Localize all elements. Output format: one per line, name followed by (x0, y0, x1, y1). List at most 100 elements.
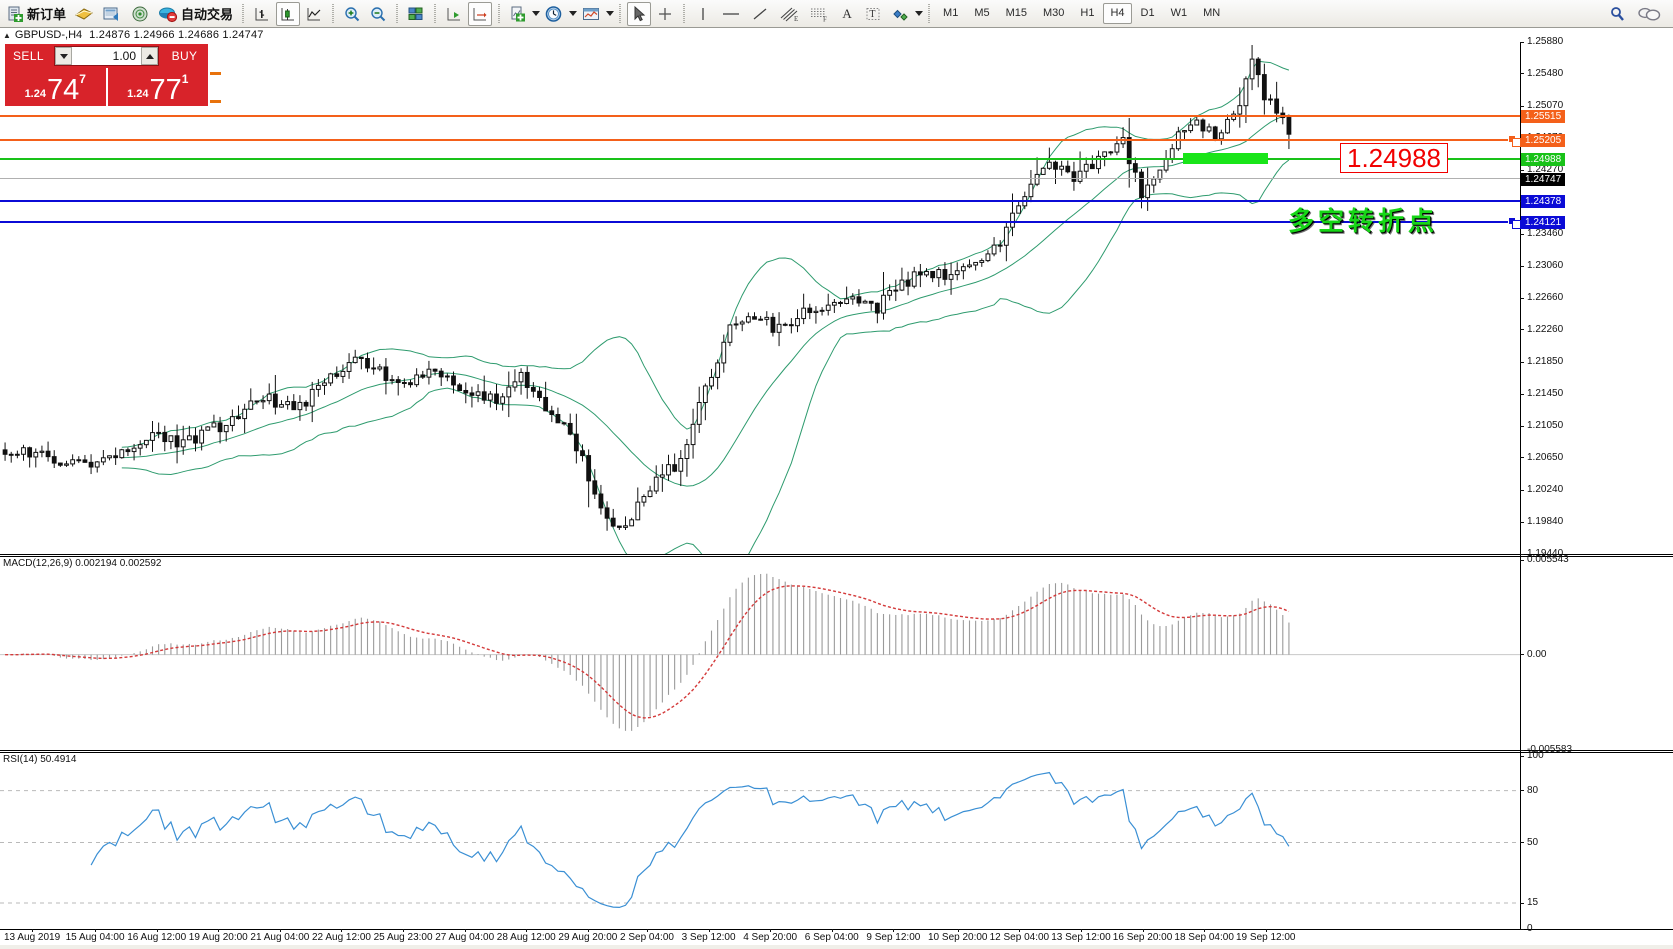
price-annotation-box[interactable]: 1.24988 (1340, 143, 1448, 173)
period-icon[interactable] (541, 2, 567, 26)
timeframe-m5[interactable]: M5 (974, 7, 990, 19)
indicators-dropdown-icon[interactable] (605, 4, 614, 24)
resistance-line-1[interactable] (0, 115, 1521, 117)
price-tick: 1.20650 (1520, 452, 1563, 463)
macd-pane-canvas[interactable] (0, 560, 1673, 750)
one-click-trading-panel[interactable]: SELL 1.00 BUY 1.24 74 7 (5, 44, 221, 106)
macd-tick: 0.005543 (1520, 554, 1569, 565)
buy-price-main: 77 (149, 74, 182, 106)
support-line-1[interactable] (0, 200, 1521, 202)
vertical-line-icon[interactable] (691, 2, 715, 26)
price-level-value: 1.25515 (1525, 111, 1562, 122)
data-window-icon[interactable] (99, 2, 125, 26)
indicators-icon[interactable] (578, 2, 604, 26)
buy-button[interactable]: BUY (161, 44, 208, 68)
price-level-label-support[interactable]: 1.24378 (1521, 195, 1566, 208)
toolbar-separator (617, 3, 624, 24)
zoom-out-icon[interactable] (366, 2, 390, 26)
time-tick: 22 Aug 12:00 (312, 929, 371, 943)
text-label-icon[interactable]: T (861, 2, 885, 26)
time-tick: 3 Sep 12:00 (682, 929, 736, 943)
search-icon[interactable] (1605, 2, 1631, 26)
new-chart-icon[interactable] (506, 2, 530, 26)
timeframe-w1[interactable]: W1 (1170, 7, 1188, 19)
price-pane[interactable] (0, 42, 1673, 554)
price-level-label-resistance[interactable]: 1.25205 (1511, 134, 1566, 147)
objects-dropdown-icon[interactable] (914, 4, 923, 24)
bollinger-band-lower (121, 159, 1290, 554)
price-axis[interactable]: 1.258801.254801.250701.246701.242701.238… (1511, 36, 1673, 934)
timeframe-h4[interactable]: H4 (1103, 3, 1132, 24)
trade-panel-top-row: SELL 1.00 BUY (5, 44, 208, 68)
crosshair-icon[interactable] (653, 2, 677, 26)
rsi-pane-canvas[interactable] (0, 756, 1673, 929)
timeframe-m30[interactable]: M30 (1043, 7, 1065, 19)
collapse-triangle-icon[interactable]: ▲ (3, 30, 11, 40)
price-pane-canvas[interactable] (0, 42, 1673, 554)
time-axis[interactable]: 13 Aug 2019 15 Aug 04:00 16 Aug 12:00 19 Au… (0, 929, 1673, 949)
sell-button[interactable]: SELL (5, 44, 52, 68)
rsi-pane[interactable] (0, 756, 1673, 929)
bottom-strip (0, 945, 1673, 949)
timeframe-d1[interactable]: D1 (1140, 7, 1155, 19)
support-zone-line[interactable] (0, 158, 1521, 160)
bar-chart-icon[interactable] (250, 2, 274, 26)
candlestick-chart-icon[interactable] (276, 1, 301, 26)
timeframe-h1[interactable]: H1 (1080, 7, 1095, 19)
time-tick: 10 Sep 20:00 (928, 929, 988, 943)
timeframe-m15[interactable]: M15 (1005, 7, 1027, 19)
volume-decrease-button[interactable] (55, 47, 72, 65)
timeframe-mn[interactable]: MN (1203, 7, 1221, 19)
fibonacci-icon[interactable]: F (805, 2, 833, 26)
chart-area[interactable]: 1.24988 多空转折点 MACD(12,26,9) 0.002194 0.0… (0, 36, 1673, 934)
equidistant-channel-icon[interactable]: E (775, 2, 803, 26)
price-level-label-support[interactable]: 1.24121 (1511, 216, 1566, 229)
pane-separator-rsi[interactable] (0, 750, 1673, 753)
chart-shift-icon[interactable] (468, 1, 493, 26)
price-level-value: 1.24988 (1525, 154, 1562, 165)
autotrading-button[interactable]: 自动交易 (155, 2, 236, 26)
chat-icon[interactable] (1633, 2, 1665, 26)
timeframe-m1[interactable]: M1 (943, 7, 959, 19)
line-chart-icon[interactable] (302, 2, 326, 26)
turning-point-annotation[interactable]: 多空转折点 (1288, 206, 1439, 236)
period-dropdown-icon[interactable] (568, 4, 577, 24)
text-icon[interactable]: A (842, 5, 852, 21)
price-tick: 1.19440 (1520, 548, 1563, 559)
trend-line-icon[interactable] (747, 2, 773, 26)
toolbar-separator (926, 3, 933, 24)
price-level-label-resistance[interactable]: 1.25515 (1521, 110, 1566, 123)
time-tick: 25 Aug 23:00 (374, 929, 433, 943)
rsi-tick: 50 (1520, 837, 1538, 848)
zoom-in-icon[interactable] (340, 2, 364, 26)
macd-histogram (10, 573, 1290, 731)
volume-value[interactable]: 1.00 (112, 49, 136, 63)
expert-advisor-icon[interactable] (71, 2, 97, 26)
sell-price[interactable]: 1.24 74 7 (5, 68, 106, 106)
resistance-line-2[interactable] (0, 139, 1521, 141)
new-chart-dropdown-icon[interactable] (531, 4, 540, 24)
volume-stepper[interactable]: 1.00 (54, 46, 159, 66)
price-level-label-support-zone[interactable]: 1.24988 (1521, 153, 1566, 166)
price-tick: 1.21450 (1520, 388, 1563, 399)
rsi-tick: 0 (1520, 923, 1533, 934)
horizontal-line-icon[interactable] (717, 2, 745, 26)
new-order-button[interactable]: 新订单 (3, 2, 69, 26)
buy-price[interactable]: 1.24 77 1 (107, 68, 221, 106)
symbol-name: GBPUSD-,H4 (14, 29, 83, 41)
pane-separator-macd[interactable] (0, 554, 1673, 557)
macd-pane[interactable] (0, 560, 1673, 750)
objects-icon[interactable] (887, 2, 913, 26)
support-line-2[interactable] (0, 221, 1521, 223)
price-level-value: 1.24121 (1525, 217, 1562, 228)
navigator-icon[interactable] (127, 2, 153, 26)
price-tick: 1.19840 (1520, 516, 1563, 527)
sell-price-prefix: 1.24 (24, 88, 46, 100)
autoscroll-icon[interactable] (442, 2, 466, 26)
cursor-icon[interactable] (627, 1, 652, 26)
macd-indicator-label: MACD(12,26,9) 0.002194 0.002592 (3, 558, 162, 569)
rsi-tick: 100 (1520, 750, 1544, 761)
volume-increase-button[interactable] (141, 47, 158, 65)
tile-windows-icon[interactable] (404, 2, 428, 26)
price-level-label-last-price[interactable]: 1.24747 (1521, 173, 1566, 186)
